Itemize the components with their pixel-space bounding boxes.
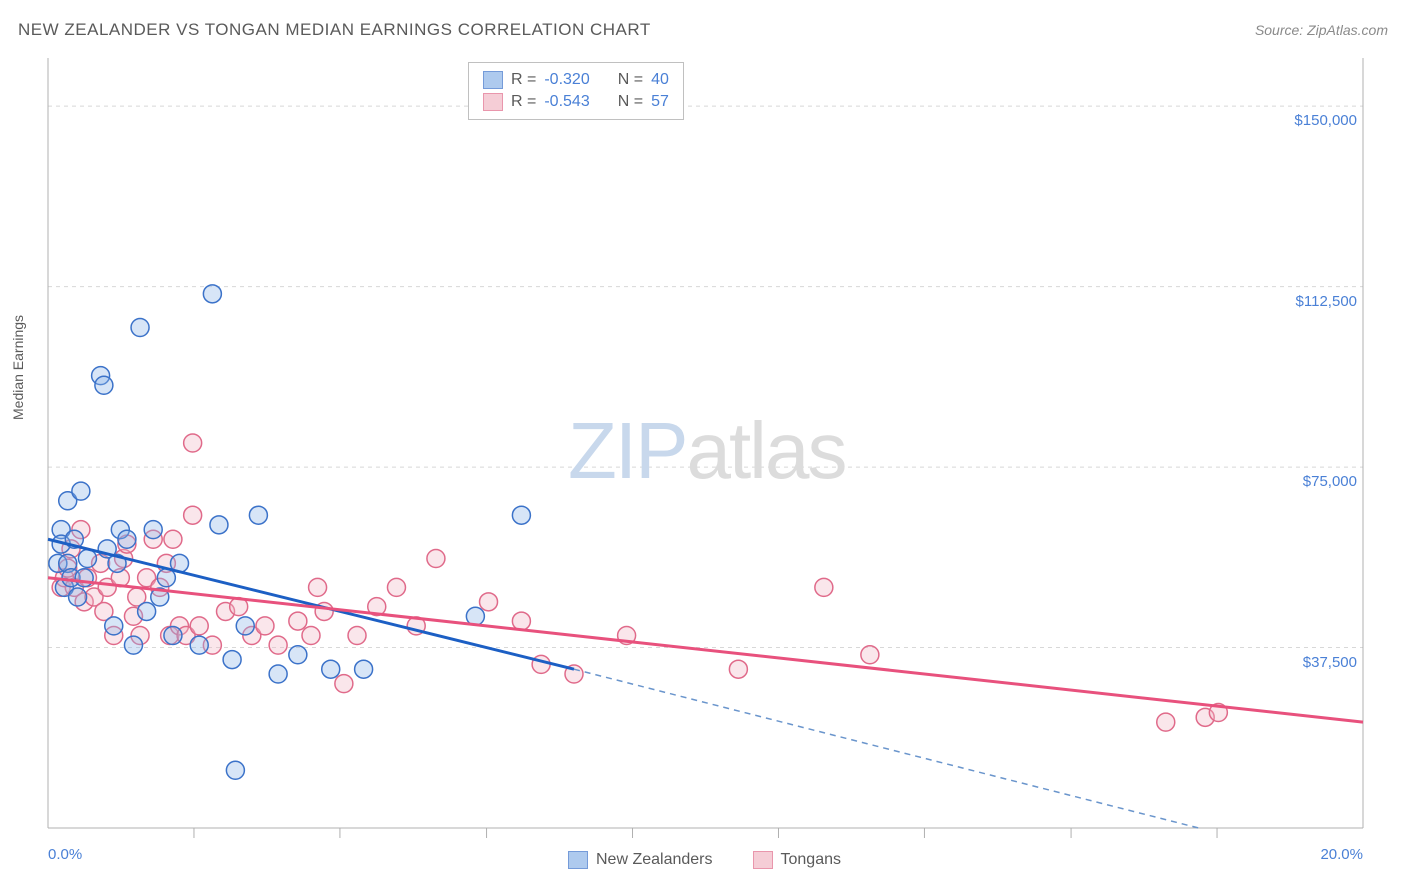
y-axis-label: Median Earnings <box>10 315 26 420</box>
legend-label: New Zealanders <box>596 851 713 869</box>
legend-label: Tongans <box>781 851 842 869</box>
chart-header: NEW ZEALANDER VS TONGAN MEDIAN EARNINGS … <box>18 20 1388 40</box>
stat-n-value: 40 <box>651 71 669 89</box>
chart-plot-area: ZIPatlas $37,500$75,000$112,500$150,0000… <box>48 58 1363 828</box>
chart-svg: ZIPatlas <box>48 58 1363 828</box>
stats-box: R = -0.320 N = 40 R = -0.543 N = 57 <box>468 62 684 120</box>
legend-item: New Zealanders <box>568 851 713 869</box>
stat-n-label: N = <box>618 93 643 111</box>
legend-item: Tongans <box>753 851 842 869</box>
stat-r-label: R = <box>511 71 536 89</box>
y-tick-label: $75,000 <box>1303 473 1357 490</box>
stats-row: R = -0.543 N = 57 <box>483 91 669 113</box>
stat-n-value: 57 <box>651 93 669 111</box>
stat-n-label: N = <box>618 71 643 89</box>
series-swatch <box>483 71 503 89</box>
legend-swatch <box>568 851 588 869</box>
y-tick-label: $37,500 <box>1303 654 1357 671</box>
x-max-label: 20.0% <box>1320 846 1363 863</box>
legend: New Zealanders Tongans <box>568 851 841 869</box>
stats-row: R = -0.320 N = 40 <box>483 69 669 91</box>
x-min-label: 0.0% <box>48 846 82 863</box>
svg-text:ZIPatlas: ZIPatlas <box>568 406 845 495</box>
legend-swatch <box>753 851 773 869</box>
chart-title: NEW ZEALANDER VS TONGAN MEDIAN EARNINGS … <box>18 20 651 40</box>
y-tick-label: $150,000 <box>1294 112 1357 129</box>
stat-r-value: -0.543 <box>544 93 589 111</box>
stat-r-value: -0.320 <box>544 71 589 89</box>
chart-source: Source: ZipAtlas.com <box>1255 22 1388 38</box>
y-tick-label: $112,500 <box>1296 293 1357 310</box>
series-swatch <box>483 93 503 111</box>
stat-r-label: R = <box>511 93 536 111</box>
